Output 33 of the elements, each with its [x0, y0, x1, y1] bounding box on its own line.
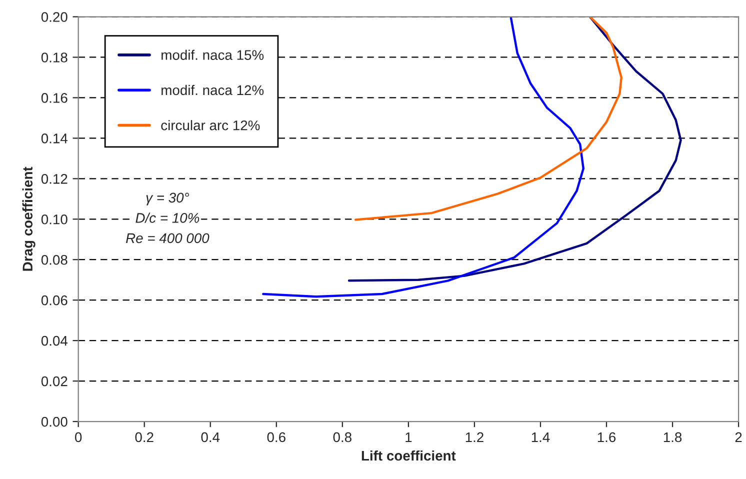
x-tick-label: 0.4: [201, 432, 220, 442]
annotation: Re = 400 000: [126, 233, 210, 244]
x-tick-label: 2: [735, 432, 742, 442]
annotation: D/c = 10%: [136, 212, 200, 223]
legend-label: circular arc 12%: [161, 120, 260, 130]
x-tick-label: 1.4: [532, 432, 550, 442]
line-series: [348, 16, 682, 282]
y-tick-label: 0.16: [41, 93, 68, 103]
y-tick-label: 0.08: [41, 254, 68, 265]
legend-label: modif. naca 15%: [162, 50, 264, 60]
y-tick-label: 0.02: [41, 376, 68, 386]
y-tick-label: 0.20: [41, 12, 68, 22]
y-tick-label: 0.00: [41, 416, 68, 427]
y-tick-label: 0.18: [41, 52, 68, 62]
x-tick-label: 1.8: [664, 432, 682, 442]
line-series: [262, 16, 584, 298]
y-tick-label: 0.10: [41, 214, 68, 224]
y-tick-label: 0.04: [41, 336, 68, 346]
x-tick-label: 1: [406, 432, 412, 442]
x-tick-label: 1.2: [466, 432, 484, 442]
x-tick-label: 0: [75, 432, 82, 442]
y-tick-label: 0.06: [41, 295, 68, 306]
x-tick-label: 0.8: [333, 432, 352, 442]
legend-label: modif. naca 12%: [162, 84, 264, 96]
y-tick-label: 0.12: [41, 174, 68, 184]
line-series: [354, 16, 622, 221]
x-tick-label: 0.6: [267, 432, 286, 442]
x-tick-label: 0.2: [135, 432, 154, 442]
x-tick-label: 1.6: [598, 432, 616, 442]
x-axis-title: Lift coefficient: [362, 450, 456, 461]
y-tick-label: 0.14: [41, 134, 68, 144]
annotation: γ = 30°: [146, 192, 190, 206]
y-axis-title: Drag coefficient: [22, 166, 36, 271]
